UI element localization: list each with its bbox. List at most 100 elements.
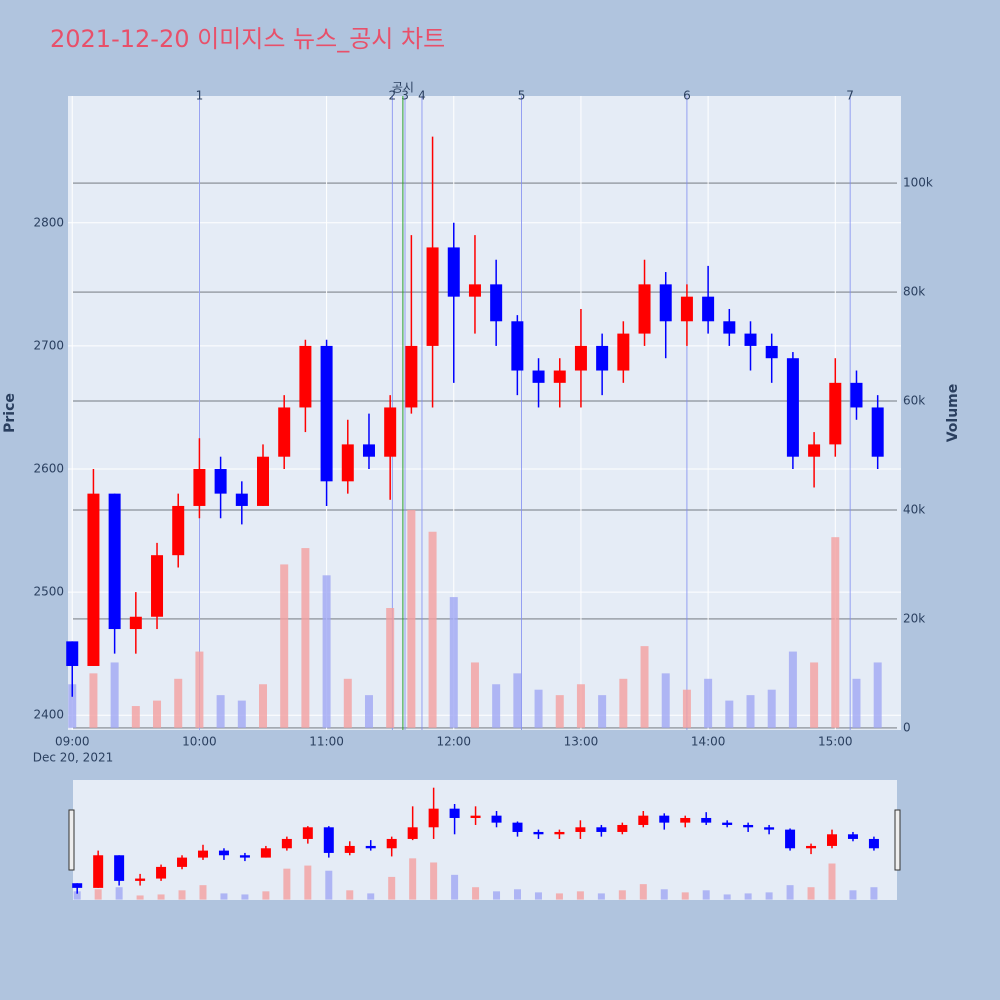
volume-bar — [640, 646, 649, 728]
volume-bar — [367, 893, 375, 900]
candle-body — [468, 284, 481, 297]
y-tick-label: 2700 — [33, 338, 64, 352]
volume-bar — [241, 894, 249, 900]
candle-body — [764, 827, 775, 830]
candle-body — [193, 469, 206, 506]
volume-bar — [68, 684, 77, 728]
volume-bar — [94, 889, 102, 900]
candle-body — [744, 333, 757, 346]
candle-body — [806, 845, 817, 849]
candle-body — [447, 247, 460, 297]
candle-body — [596, 345, 609, 371]
plot-area — [68, 96, 901, 730]
volume-bar — [283, 868, 291, 900]
candle-body — [785, 829, 796, 849]
event-label: 1 — [196, 89, 204, 103]
volume-bar — [852, 678, 861, 728]
volume-bar — [174, 678, 183, 728]
volume-bar — [702, 890, 710, 900]
candle-body — [235, 493, 248, 506]
volume-bar — [598, 695, 607, 728]
volume-bar — [409, 858, 417, 900]
y2-tick-label: 20k — [903, 611, 925, 625]
candle-body — [659, 284, 672, 322]
disclosure-label: 공시 — [392, 81, 414, 95]
volume-bar — [660, 889, 668, 900]
volume-bar — [746, 695, 755, 728]
event-label: 4 — [418, 89, 426, 103]
volume-bar — [153, 700, 162, 728]
volume-bar — [661, 673, 670, 728]
candle-body — [871, 407, 884, 457]
candle-body — [701, 817, 712, 823]
x-tick-label: 12:00 — [436, 735, 471, 749]
volume-bar — [220, 893, 228, 900]
event-label: 6 — [683, 89, 691, 103]
volume-bar — [259, 684, 268, 728]
volume-bar — [534, 892, 542, 900]
y2-tick-label: 0 — [903, 720, 911, 734]
candle-body — [66, 641, 79, 666]
candle-body — [135, 878, 146, 881]
candle-body — [702, 296, 715, 322]
candle-body — [384, 407, 397, 457]
chart-title: 2021-12-20 이미지스 뉴스_공시 차트 — [50, 25, 445, 53]
candle-body — [491, 815, 502, 823]
y2-axis-title: Volume — [945, 384, 961, 443]
candle-body — [299, 345, 312, 408]
volume-bar — [513, 889, 521, 900]
volume-bar — [178, 890, 186, 900]
candle-body — [617, 824, 628, 832]
candle-body — [129, 616, 142, 630]
candle-body — [323, 827, 334, 853]
volume-bar — [157, 894, 165, 900]
x-tick-label: 09:00 — [55, 735, 90, 749]
candle-body — [723, 321, 736, 334]
volume-bar — [534, 689, 543, 728]
candle-body — [151, 555, 164, 617]
volume-bar — [849, 890, 857, 900]
candle-body — [114, 855, 125, 881]
volume-bar — [388, 876, 396, 900]
candle-body — [680, 296, 693, 322]
candle-body — [868, 838, 879, 849]
candle-body — [829, 382, 842, 445]
volume-bar — [136, 895, 144, 900]
volume-bar — [576, 891, 584, 900]
volume-bar — [472, 887, 480, 900]
y-axis-title: Price — [2, 393, 18, 433]
candle-body — [239, 855, 250, 858]
volume-bar — [451, 874, 459, 900]
volume-bar — [555, 893, 563, 900]
volume-bar — [343, 678, 352, 728]
y2-tick-label: 60k — [903, 394, 925, 408]
volume-bar — [767, 689, 776, 728]
candle-body — [827, 834, 838, 846]
candle-body — [257, 456, 270, 506]
volume-bar — [682, 689, 691, 728]
candle-body — [156, 866, 167, 879]
volume-bar — [576, 684, 585, 728]
slider-handle[interactable] — [894, 809, 901, 871]
event-label: 5 — [518, 89, 526, 103]
candle-body — [659, 815, 670, 823]
candle-body — [365, 845, 376, 849]
volume-bar — [870, 887, 878, 900]
volume-bar — [280, 564, 289, 728]
volume-bar — [322, 575, 331, 728]
x-tick-label: 11:00 — [309, 735, 344, 749]
candle-body — [470, 815, 481, 818]
candle-body — [850, 382, 863, 408]
slider-handle[interactable] — [68, 809, 75, 871]
candle-body — [574, 345, 587, 371]
range-slider[interactable] — [73, 780, 897, 900]
y2-tick-label: 80k — [903, 285, 925, 299]
volume-bar — [73, 891, 81, 900]
volume-bar — [386, 607, 395, 728]
candle-body — [341, 444, 354, 482]
volume-bar — [744, 893, 752, 900]
candle-body — [808, 444, 821, 457]
volume-bar — [725, 700, 734, 728]
candle-body — [260, 848, 271, 858]
candle-body — [386, 838, 397, 849]
